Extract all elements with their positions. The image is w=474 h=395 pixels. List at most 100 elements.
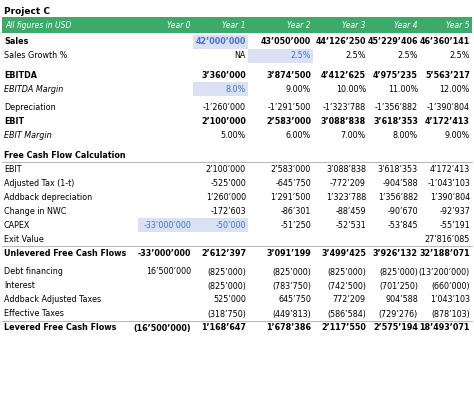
Text: 4’975’235: 4’975’235	[373, 70, 418, 79]
Text: (660’000): (660’000)	[431, 282, 470, 290]
Text: Addback Adjusted Taxes: Addback Adjusted Taxes	[4, 295, 101, 305]
Text: 42’000’000: 42’000’000	[196, 38, 246, 47]
Text: 1’260’000: 1’260’000	[206, 192, 246, 201]
Text: 12.00%: 12.00%	[439, 85, 470, 94]
Text: -172’603: -172’603	[210, 207, 246, 216]
Text: Change in NWC: Change in NWC	[4, 207, 66, 216]
Text: (825’000): (825’000)	[327, 267, 366, 276]
Text: 43’050’000: 43’050’000	[261, 38, 311, 47]
Text: Unlevered Free Cash Flows: Unlevered Free Cash Flows	[4, 248, 126, 258]
Text: -52’531: -52’531	[335, 220, 366, 229]
Text: -1’291’500: -1’291’500	[268, 103, 311, 113]
Text: -90’670: -90’670	[387, 207, 418, 216]
Text: 1’356’882: 1’356’882	[378, 192, 418, 201]
Text: -904’588: -904’588	[383, 179, 418, 188]
Text: All figures in USD: All figures in USD	[5, 21, 72, 30]
Text: 5.00%: 5.00%	[220, 132, 246, 141]
Text: (729’276): (729’276)	[379, 310, 418, 318]
Text: 9.00%: 9.00%	[286, 85, 311, 94]
Text: -645’750: -645’750	[275, 179, 311, 188]
Text: (825’000): (825’000)	[207, 267, 246, 276]
Text: (825’000): (825’000)	[207, 282, 246, 290]
Text: -33’000’000: -33’000’000	[143, 220, 191, 229]
Text: 3’088’838: 3’088’838	[321, 117, 366, 126]
Text: 2.5%: 2.5%	[449, 51, 470, 60]
Text: 3’874’500: 3’874’500	[266, 70, 311, 79]
Text: (742’500): (742’500)	[327, 282, 366, 290]
Text: EBIT: EBIT	[4, 117, 24, 126]
Text: Year 2: Year 2	[288, 21, 311, 30]
Bar	[193, 82, 248, 96]
Text: 1’168’647: 1’168’647	[201, 324, 246, 333]
Text: Interest: Interest	[4, 282, 35, 290]
Text: 645’750: 645’750	[278, 295, 311, 305]
Text: 2’100’000: 2’100’000	[206, 164, 246, 173]
Text: 2’575’194: 2’575’194	[373, 324, 418, 333]
Text: EBIT Margin: EBIT Margin	[4, 132, 52, 141]
Text: (878’103): (878’103)	[431, 310, 470, 318]
Text: (13’200’000): (13’200’000)	[419, 267, 470, 276]
Text: 1’323’788: 1’323’788	[326, 192, 366, 201]
Text: 3’926’132: 3’926’132	[373, 248, 418, 258]
Text: 11.00%: 11.00%	[388, 85, 418, 94]
Text: 2’583’000: 2’583’000	[271, 164, 311, 173]
Text: Sales: Sales	[4, 38, 28, 47]
Text: -86’301: -86’301	[281, 207, 311, 216]
Text: Effective Taxes: Effective Taxes	[4, 310, 64, 318]
Text: 1’291’500: 1’291’500	[271, 192, 311, 201]
Text: -53’845: -53’845	[387, 220, 418, 229]
Text: 7.00%: 7.00%	[341, 132, 366, 141]
Text: 8.00%: 8.00%	[393, 132, 418, 141]
Text: 4’412’625: 4’412’625	[321, 70, 366, 79]
Text: -92’937: -92’937	[439, 207, 470, 216]
Text: NA: NA	[235, 51, 246, 60]
Text: Sales Growth %: Sales Growth %	[4, 51, 67, 60]
Text: 6.00%: 6.00%	[286, 132, 311, 141]
Bar	[138, 218, 193, 232]
Text: 10.00%: 10.00%	[336, 85, 366, 94]
Text: -1’260’000: -1’260’000	[203, 103, 246, 113]
Text: Year 5: Year 5	[447, 21, 470, 30]
Text: Adjusted Tax (1-t): Adjusted Tax (1-t)	[4, 179, 74, 188]
Text: 2’117’550: 2’117’550	[321, 324, 366, 333]
Text: 3’618’353: 3’618’353	[378, 164, 418, 173]
Text: 27’816’085: 27’816’085	[425, 235, 470, 243]
Bar	[193, 35, 248, 49]
Text: CAPEX: CAPEX	[4, 220, 30, 229]
Text: 16’500’000: 16’500’000	[146, 267, 191, 276]
Text: 4’172’413: 4’172’413	[430, 164, 470, 173]
Text: (449’813): (449’813)	[272, 310, 311, 318]
Bar	[193, 218, 248, 232]
Text: Levered Free Cash Flows: Levered Free Cash Flows	[4, 324, 117, 333]
Text: 3’360’000: 3’360’000	[201, 70, 246, 79]
Text: -1’356’882: -1’356’882	[375, 103, 418, 113]
Text: 1’678’386: 1’678’386	[266, 324, 311, 333]
Text: 2.5%: 2.5%	[346, 51, 366, 60]
Text: -88’459: -88’459	[336, 207, 366, 216]
Text: (16’500’000): (16’500’000)	[133, 324, 191, 333]
Text: 1’043’103: 1’043’103	[430, 295, 470, 305]
Text: Debt financing: Debt financing	[4, 267, 63, 276]
Text: -33’000’000: -33’000’000	[137, 248, 191, 258]
Text: -772’209: -772’209	[330, 179, 366, 188]
Text: -1’390’804: -1’390’804	[427, 103, 470, 113]
Text: Year 3: Year 3	[343, 21, 366, 30]
Text: (825’000): (825’000)	[379, 267, 418, 276]
Text: Year 4: Year 4	[394, 21, 418, 30]
Text: Project C: Project C	[4, 7, 50, 16]
Text: -50’000: -50’000	[216, 220, 246, 229]
Text: 525’000: 525’000	[213, 295, 246, 305]
Text: (825’000): (825’000)	[272, 267, 311, 276]
Text: Exit Value: Exit Value	[4, 235, 44, 243]
Text: EBITDA Margin: EBITDA Margin	[4, 85, 64, 94]
Text: 3’618’353: 3’618’353	[373, 117, 418, 126]
Text: -1’323’788: -1’323’788	[323, 103, 366, 113]
Text: Year 0: Year 0	[167, 21, 191, 30]
Text: Free Cash Flow Calculation: Free Cash Flow Calculation	[4, 150, 126, 160]
Text: 2’583’000: 2’583’000	[266, 117, 311, 126]
Bar	[2, 17, 472, 33]
Text: 4’172’413: 4’172’413	[425, 117, 470, 126]
Text: (701’250): (701’250)	[379, 282, 418, 290]
Text: (783’750): (783’750)	[272, 282, 311, 290]
Text: 3’088’838: 3’088’838	[326, 164, 366, 173]
